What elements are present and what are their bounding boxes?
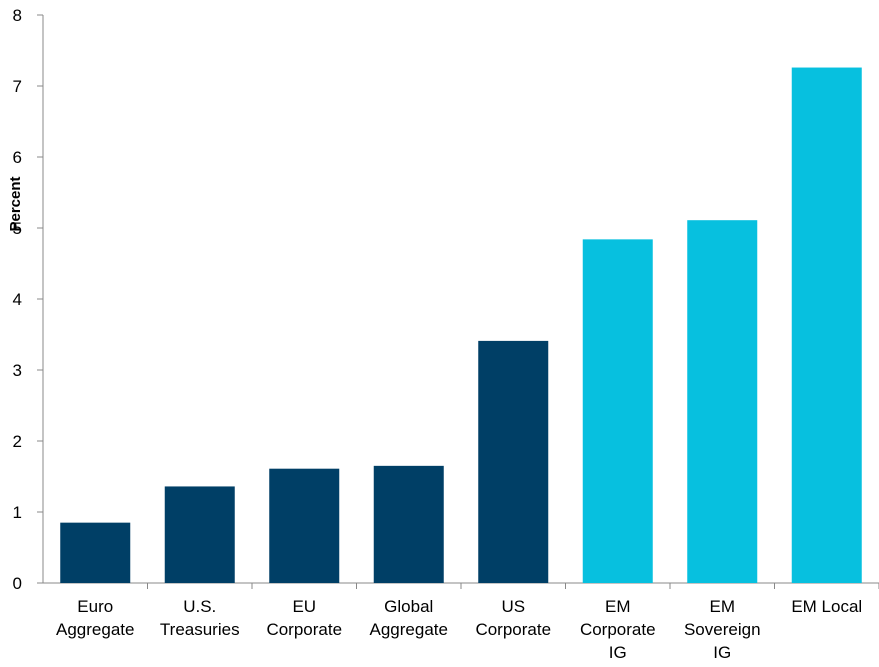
category-label: EU Corporate — [266, 597, 342, 639]
bars — [60, 67, 862, 584]
y-tick-labels: 0 1 2 3 4 5 6 7 8 — [13, 6, 22, 593]
y-tick-label: 5 — [13, 219, 22, 238]
category-label: EM Corporate IG — [580, 597, 656, 662]
category-label: Euro Aggregate — [56, 597, 134, 639]
category-label: Global Aggregate — [370, 597, 448, 639]
category-label: US Corporate — [475, 597, 551, 639]
category-label: EM Local — [791, 597, 862, 616]
bar — [60, 522, 131, 583]
category-label: U.S. Treasuries — [160, 597, 240, 639]
y-tick-label: 3 — [13, 361, 22, 380]
y-axis — [37, 14, 44, 584]
bar — [164, 486, 235, 583]
bar — [269, 468, 340, 583]
y-tick-label: 4 — [13, 290, 22, 309]
y-tick-label: 6 — [13, 148, 22, 167]
bar — [687, 220, 758, 583]
bar — [582, 239, 653, 584]
y-tick-label: 7 — [13, 77, 22, 96]
bar — [791, 67, 862, 584]
y-tick-label: 1 — [13, 503, 22, 522]
y-tick-label: 0 — [13, 574, 22, 593]
x-axis — [43, 582, 879, 589]
bar — [478, 340, 549, 583]
category-labels: Euro Aggregate U.S. Treasuries EU Corporate Gl… — [56, 597, 862, 662]
y-tick-label: 8 — [13, 6, 22, 25]
y-tick-label: 2 — [13, 432, 22, 451]
bar — [373, 465, 444, 583]
y-axis-title: Percent — [7, 176, 24, 231]
category-label: EM Sovereign IG — [684, 597, 761, 662]
